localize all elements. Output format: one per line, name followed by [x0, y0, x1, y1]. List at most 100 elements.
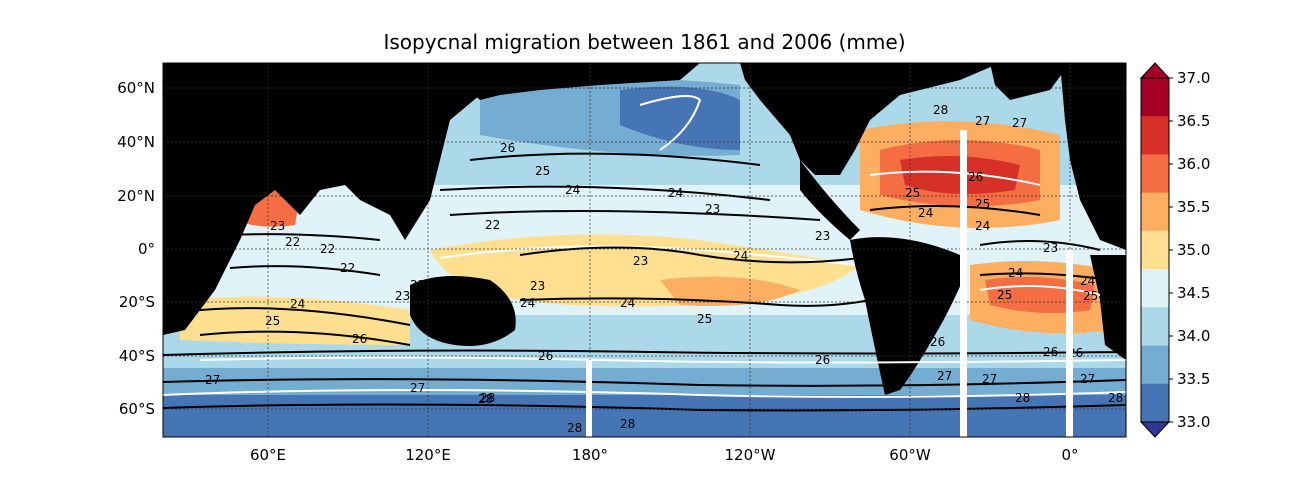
contour-label: 23: [1043, 241, 1058, 255]
colorbar-tick-label: 35.0: [1177, 241, 1210, 259]
ocean-salinity-spacific-high: [660, 276, 800, 306]
colorbar-bottom-arrow: [1139, 421, 1171, 438]
land-africa-south: [1090, 255, 1126, 360]
land-north-america: [740, 63, 1000, 175]
contour-label: 27: [975, 114, 990, 128]
lat-tick-label: 60°S: [119, 400, 155, 418]
white-contours: [163, 95, 1126, 398]
colorbar-segment: [1141, 154, 1169, 194]
colorbar-top-arrow: [1139, 62, 1171, 79]
contour-label: 28: [933, 103, 948, 117]
contour-label: 24: [620, 296, 635, 310]
contour-label: 23: [530, 279, 545, 293]
contour-label: 22: [320, 242, 335, 256]
contour-label: 24: [918, 206, 933, 220]
lat-axis: 60°N 40°N 20°N 0° 20°S 40°S 60°S: [117, 79, 155, 418]
contour-label: 24: [975, 219, 990, 233]
colorbar-segment: [1141, 230, 1169, 270]
contour-label: 26: [968, 170, 983, 184]
lat-tick-label: 40°N: [117, 133, 155, 151]
contour-label: 24: [290, 297, 305, 311]
contour-label: 24: [668, 186, 683, 200]
contour-label: 28: [620, 417, 635, 431]
contour-label: 23: [270, 219, 285, 233]
land-north-america-south: [800, 160, 860, 240]
contour-label: 27: [982, 372, 997, 386]
map-gridlines: [163, 63, 1126, 437]
lat-tick-label: 20°N: [117, 187, 155, 205]
land-asia-north: [440, 63, 700, 100]
contour-label: 27: [410, 381, 425, 395]
contour-label: 28: [1108, 391, 1123, 405]
contour-label: 25: [997, 288, 1012, 302]
colorbar-segment: [1141, 383, 1169, 423]
contour-label: 27: [205, 373, 220, 387]
contour-label: 27: [1080, 372, 1095, 386]
land-africa-eurasia-west: [163, 63, 490, 335]
contour-label: 28: [478, 392, 493, 406]
land-australia: [410, 276, 516, 346]
contour-label: 28: [567, 421, 582, 435]
contour-label: 25: [905, 186, 920, 200]
contour-label: 27: [937, 369, 952, 383]
lon-tick-label: 180°: [572, 446, 608, 464]
contour-label: 28: [480, 391, 495, 405]
contour-label: 25: [697, 312, 712, 326]
land-greenland: [990, 63, 1070, 100]
colorbar: 37.0 36.5 36.0 35.5 35.0 34.5 34.0 33.5 33.0: [1139, 62, 1210, 438]
contour-label: 24: [733, 249, 748, 263]
contour-label: 25: [265, 314, 280, 328]
contour-label: 28: [1015, 391, 1030, 405]
contour-label: 24: [520, 296, 535, 310]
data-gap-stripe: [1066, 250, 1073, 437]
contour-label: 23: [633, 254, 648, 268]
contour-label: 26: [815, 353, 830, 367]
colorbar-segment: [1141, 345, 1169, 385]
colorbar-tick-label: 34.5: [1177, 284, 1210, 302]
lon-axis: 60°E 120°E 180° 120°W 60°W 0°: [250, 446, 1079, 464]
lat-tick-label: 40°S: [119, 347, 155, 365]
contour-label: 22: [285, 235, 300, 249]
land-africa-east: [1060, 63, 1126, 250]
colorbar-segment: [1141, 78, 1169, 117]
colorbar-segment: [1141, 269, 1169, 308]
contour-label: 26: [352, 332, 367, 346]
contour-labels: 23 22 22 22 22 23 24 25 26 27 27 28 26 2…: [205, 103, 1123, 435]
contour-label: 24: [565, 183, 580, 197]
colorbar-tick-label: 36.5: [1177, 112, 1210, 130]
colorbar-ticks: 37.0 36.5 36.0 35.5 35.0 34.5 34.0 33.5 33.0: [1169, 69, 1210, 431]
lat-tick-label: 0°: [138, 240, 155, 258]
contour-label: 24: [1008, 266, 1023, 280]
lon-tick-label: 0°: [1061, 446, 1078, 464]
map-plot-area: 23 22 22 22 22 23 24 25 26 27 27 28 26 2…: [163, 63, 1126, 437]
colorbar-tick-label: 36.0: [1177, 155, 1210, 173]
lon-tick-label: 60°W: [889, 446, 931, 464]
contour-label: 22: [410, 278, 425, 292]
lon-tick-label: 60°E: [250, 446, 286, 464]
colorbar-segments: [1141, 78, 1169, 423]
colorbar-tick-label: 33.0: [1177, 413, 1210, 431]
contour-label: 23: [815, 229, 830, 243]
map-title: Isopycnal migration between 1861 and 200…: [383, 30, 906, 54]
colorbar-tick-label: 35.5: [1177, 198, 1210, 216]
contour-label: 23: [705, 202, 720, 216]
contour-label: 23: [395, 289, 410, 303]
lat-tick-label: 20°S: [119, 293, 155, 311]
contour-label: 25: [1083, 289, 1098, 303]
data-gap-stripe: [586, 360, 592, 437]
colorbar-segment: [1141, 116, 1169, 155]
contour-label: 22: [485, 218, 500, 232]
colorbar-tick-label: 37.0: [1177, 69, 1210, 87]
contour-label: 27: [1012, 116, 1027, 130]
contour-label: 26: [1043, 345, 1058, 359]
contour-label: 25: [975, 197, 990, 211]
land-masses: [163, 63, 1126, 395]
colorbar-segment: [1141, 192, 1169, 232]
ocean-antarctic-band: [163, 395, 1126, 437]
contour-label: 22: [340, 261, 355, 275]
black-contours: [163, 152, 1126, 412]
colorbar-tick-label: 33.5: [1177, 370, 1210, 388]
map-frame: [162, 62, 1127, 438]
contour-label: 26: [500, 141, 515, 155]
